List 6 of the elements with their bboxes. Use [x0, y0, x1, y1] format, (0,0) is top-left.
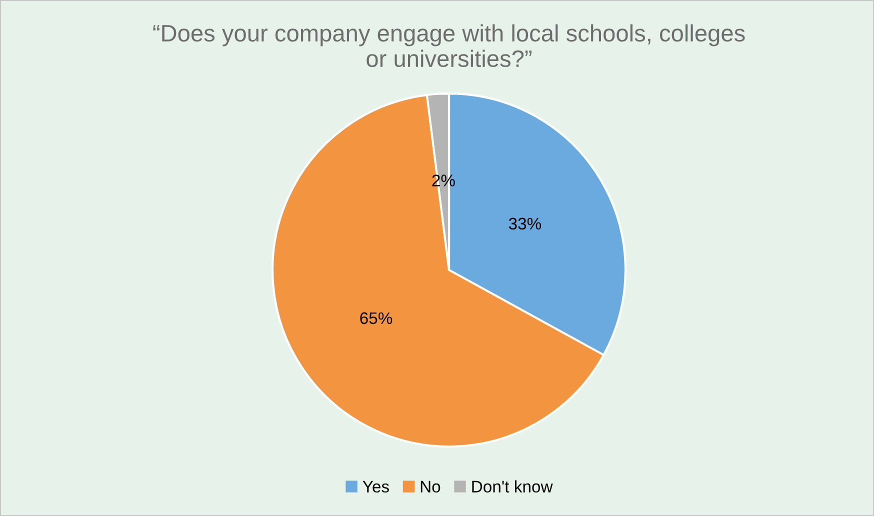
data-label: 33% [508, 218, 542, 230]
chart-title: “Does your company engage with local schools, colleges or universities?” [153, 24, 745, 68]
legend-label: Don't know [472, 480, 553, 493]
data-label: 65% [360, 312, 392, 324]
legend-label: Yes [362, 480, 389, 493]
legend-label: No [420, 480, 440, 493]
